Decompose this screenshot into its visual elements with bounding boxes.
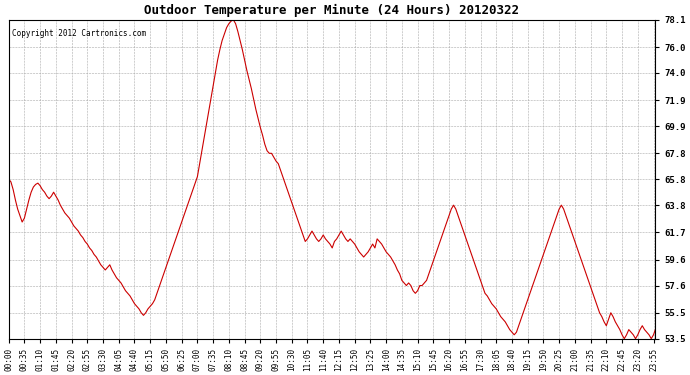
Title: Outdoor Temperature per Minute (24 Hours) 20120322: Outdoor Temperature per Minute (24 Hours… xyxy=(144,4,520,17)
Text: Copyright 2012 Cartronics.com: Copyright 2012 Cartronics.com xyxy=(12,29,146,38)
